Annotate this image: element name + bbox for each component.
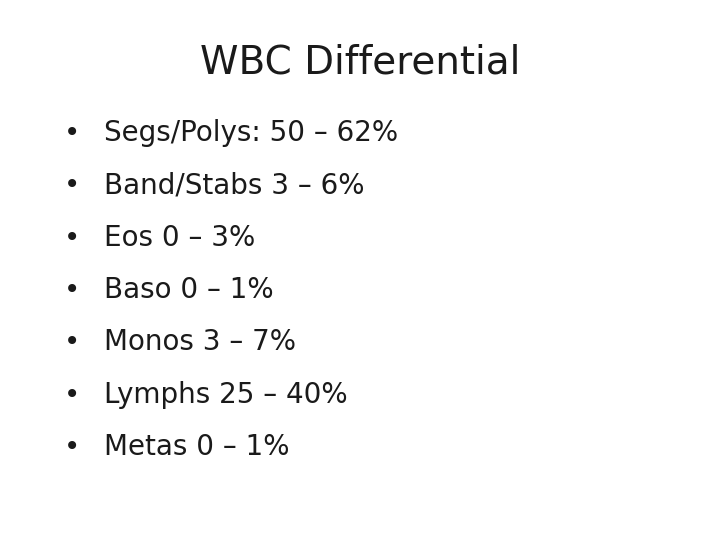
Text: Baso 0 – 1%: Baso 0 – 1%	[104, 276, 274, 304]
Text: •: •	[64, 381, 80, 409]
Text: Metas 0 – 1%: Metas 0 – 1%	[104, 433, 290, 461]
Text: •: •	[64, 433, 80, 461]
Text: Monos 3 – 7%: Monos 3 – 7%	[104, 328, 297, 356]
Text: •: •	[64, 328, 80, 356]
Text: Segs/Polys: 50 – 62%: Segs/Polys: 50 – 62%	[104, 119, 399, 147]
Text: WBC Differential: WBC Differential	[200, 43, 520, 81]
Text: •: •	[64, 224, 80, 252]
Text: Lymphs 25 – 40%: Lymphs 25 – 40%	[104, 381, 348, 409]
Text: •: •	[64, 171, 80, 199]
Text: •: •	[64, 276, 80, 304]
Text: •: •	[64, 119, 80, 147]
Text: Band/Stabs 3 – 6%: Band/Stabs 3 – 6%	[104, 171, 365, 199]
Text: Eos 0 – 3%: Eos 0 – 3%	[104, 224, 256, 252]
